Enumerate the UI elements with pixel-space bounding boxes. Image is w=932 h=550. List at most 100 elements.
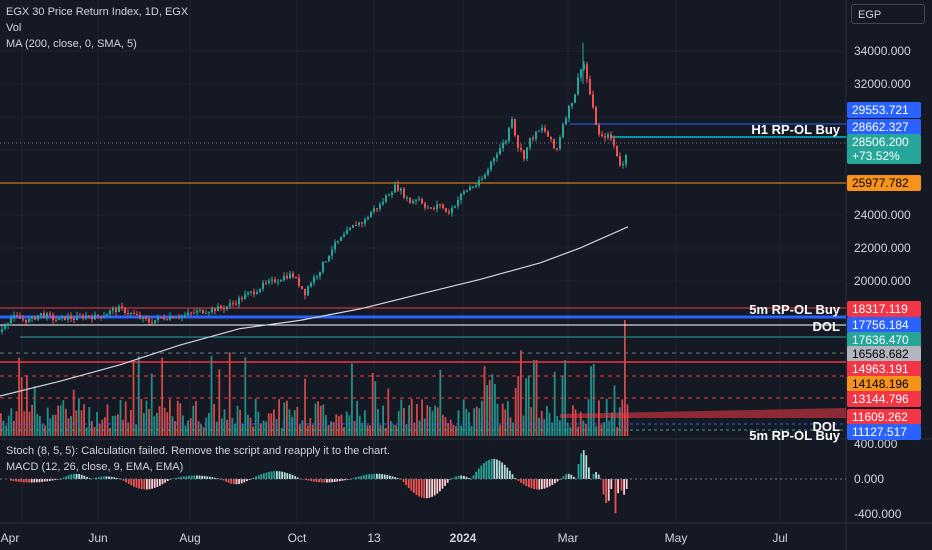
candle-body <box>298 277 300 286</box>
candle-body <box>139 314 141 319</box>
macd-bar <box>444 479 446 486</box>
candle-body <box>28 318 30 323</box>
volume-bar <box>566 422 569 436</box>
macd-bar <box>344 479 346 481</box>
candle-body <box>526 147 528 159</box>
macd-bar <box>573 476 575 479</box>
candle-body <box>364 219 366 224</box>
ma-legend[interactable]: MA (200, close, 0, SMA, 5) <box>6 38 137 50</box>
volume-bar <box>475 406 478 436</box>
volume-bar <box>343 427 345 436</box>
macd-bar <box>538 479 541 490</box>
macd-bar <box>233 479 235 485</box>
macd-bar <box>439 479 441 492</box>
candle-body <box>292 273 294 278</box>
volume-bar <box>130 410 132 436</box>
macd-bar <box>313 479 315 482</box>
macd-bar <box>488 459 490 479</box>
macd-bar <box>113 477 116 479</box>
currency-button[interactable]: EGP <box>851 4 925 24</box>
price-tag-label: 14963.191 <box>852 362 909 376</box>
volume-bar <box>301 420 304 436</box>
volume-bar <box>353 421 356 436</box>
volume-bar <box>49 418 52 436</box>
macd-bar <box>201 475 203 479</box>
candle-body <box>499 148 501 155</box>
macd-bar <box>468 478 470 479</box>
candle-body <box>622 164 624 166</box>
candle-body <box>616 145 618 157</box>
macd-bar <box>346 479 349 480</box>
candle-body <box>319 271 321 277</box>
time-tick-label: Oct <box>288 531 307 545</box>
volume-bar <box>236 405 239 436</box>
macd-bar <box>103 476 105 479</box>
candle-body <box>256 292 258 295</box>
candle-body <box>463 191 465 194</box>
candle-body <box>433 207 435 210</box>
macd-bar <box>585 455 588 479</box>
volume-bar <box>572 405 574 436</box>
volume-bar <box>78 398 80 436</box>
level-label: 5m RP-OL Buy <box>749 302 841 317</box>
candle-body <box>121 306 123 308</box>
candle-body <box>553 139 555 149</box>
volume-bar <box>163 407 166 436</box>
candle-body <box>544 127 546 132</box>
macd-bar <box>567 473 570 479</box>
volume-bar <box>109 428 111 436</box>
volume-bar <box>52 414 54 436</box>
volume-bar <box>423 418 426 436</box>
volume-bar <box>496 403 499 436</box>
volume-bar <box>166 412 169 436</box>
candle-body <box>367 217 369 220</box>
volume-bar <box>26 375 28 436</box>
volume-bar <box>265 421 267 436</box>
macd-bar <box>30 479 33 483</box>
candle-body <box>565 118 567 125</box>
volume-bar <box>340 414 343 436</box>
volume-bar <box>616 427 618 436</box>
volume-bar <box>176 400 179 436</box>
volume-bar <box>208 413 210 436</box>
price-tick-label: 24000.000 <box>854 208 911 222</box>
stoch-legend[interactable]: Stoch (8, 5, 5): Calculation failed. Rem… <box>6 445 390 457</box>
volume-bar <box>278 399 280 436</box>
candle-body <box>310 282 312 287</box>
volume-bar <box>598 400 600 436</box>
price-tag-bg <box>847 317 921 333</box>
symbol-title[interactable]: EGX 30 Price Return Index, 1D, EGX <box>6 6 189 18</box>
volume-bar <box>20 377 23 436</box>
volume-bar <box>481 400 483 436</box>
volume-legend[interactable]: Vol <box>6 22 22 34</box>
volume-bar <box>504 409 507 436</box>
macd-bar <box>12 479 15 482</box>
candle-body <box>532 137 534 140</box>
macd-bar <box>543 479 546 489</box>
volume-bar <box>392 424 395 436</box>
volume-bar <box>499 425 501 436</box>
macd-bar <box>511 474 514 479</box>
volume-bar <box>449 419 452 436</box>
macd-bar <box>161 479 164 485</box>
volume-bar <box>59 405 62 436</box>
candle-body <box>199 309 201 311</box>
volume-bar <box>447 423 449 436</box>
macd-bar <box>520 479 522 483</box>
volume-bar <box>527 375 530 436</box>
volume-bar <box>434 405 436 436</box>
volume-bar <box>366 425 369 436</box>
candle-body <box>547 131 549 137</box>
price-tag-label: 28506.200 <box>852 135 909 149</box>
macd-bar <box>238 479 240 484</box>
candle-body <box>55 319 57 321</box>
candle-body <box>25 319 27 323</box>
macd-bar <box>286 473 289 479</box>
macd-legend[interactable]: MACD (12, 26, close, 9, EMA, EMA) <box>6 461 184 473</box>
volume-bar <box>158 406 161 436</box>
candle-body <box>46 313 48 318</box>
volume-bar <box>452 424 455 436</box>
volume-bar <box>507 401 509 436</box>
